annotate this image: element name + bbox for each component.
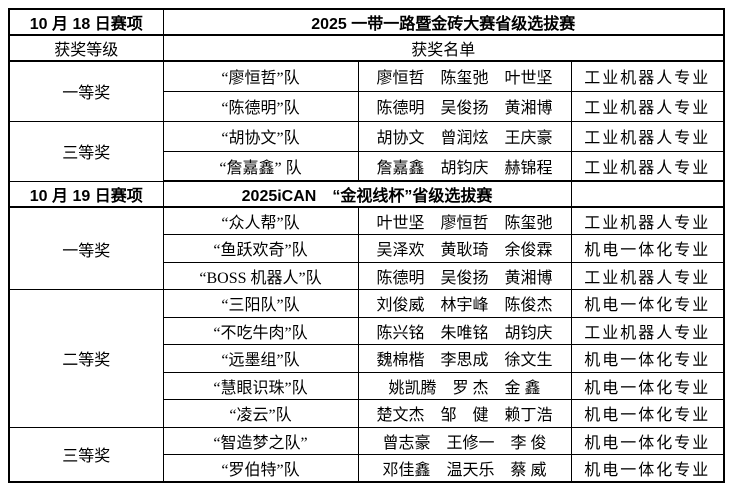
- awards-table: 10 月 18 日赛项 2025 一带一路暨金砖大赛省级选拔赛 获奖等级 获奖名…: [8, 8, 726, 483]
- team-name-cell: “陈德明”队: [162, 90, 359, 122]
- members-cell: 陈兴铭 朱唯铭 胡钧庆: [357, 316, 572, 345]
- major-cell: 工业机器人专业: [570, 90, 725, 122]
- members-cell: 廖恒哲 陈玺弛 叶世坚: [357, 60, 572, 92]
- table-row: “鱼跃欢奇”队 吴泽欢 黄耿琦 余俊霖 机电一体化专业: [9, 234, 725, 263]
- team-name-cell: “胡协文”队: [162, 120, 359, 152]
- table-row: “詹嘉鑫” 队 詹嘉鑫 胡钧庆 赫锦程 工业机器人专业: [9, 150, 725, 182]
- members-cell: 曾志豪 王修一 李 俊: [357, 426, 572, 455]
- empty-cell: [570, 180, 725, 208]
- table-row: “BOSS 机器人”队 陈德明 吴俊扬 黄湘博 工业机器人专业: [9, 261, 725, 290]
- team-name-cell: “远墨组”队: [162, 344, 359, 373]
- date-header-cell: 10 月 19 日赛项: [8, 180, 164, 208]
- major-cell: 工业机器人专业: [570, 261, 725, 290]
- team-name-cell: “廖恒哲”队: [162, 60, 359, 92]
- major-cell: 机电一体化专业: [570, 371, 725, 400]
- major-cell: 机电一体化专业: [570, 289, 725, 318]
- team-name-cell: “凌云”队: [162, 399, 359, 428]
- team-name-cell: “鱼跃欢奇”队: [162, 234, 359, 263]
- winner-list-header-cell: 获奖名单: [162, 34, 725, 62]
- table-row: “不吃牛肉”队 陈兴铭 朱唯铭 胡钧庆 工业机器人专业: [9, 316, 725, 345]
- table-row: “罗伯特”队 邓佳鑫 温天乐 蔡 威 机电一体化专业: [9, 454, 725, 483]
- table-row: 10 月 19 日赛项 2025iCAN “金视线杯”省级选拔赛: [8, 180, 725, 208]
- members-cell: 刘俊威 林宇峰 陈俊杰: [357, 289, 572, 318]
- members-cell: 胡协文 曾润炫 王庆豪: [357, 120, 572, 152]
- award-level-cell: 一等奖: [8, 60, 164, 122]
- team-name-cell: “不吃牛肉”队: [162, 316, 359, 345]
- award-level-cell: 三等奖: [8, 120, 164, 182]
- major-cell: 机电一体化专业: [570, 234, 725, 263]
- award-level-header-cell: 获奖等级: [8, 34, 164, 62]
- table-row: 10 月 18 日赛项 2025 一带一路暨金砖大赛省级选拔赛: [8, 8, 725, 36]
- team-name-cell: “众人帮”队: [162, 206, 359, 235]
- major-cell: 工业机器人专业: [570, 316, 725, 345]
- team-name-cell: “詹嘉鑫” 队: [162, 150, 359, 182]
- major-cell: 工业机器人专业: [570, 150, 725, 182]
- major-cell: 机电一体化专业: [570, 426, 725, 455]
- table-row: 获奖等级 获奖名单: [8, 34, 725, 62]
- table-row: “远墨组”队 魏棉楷 李思成 徐文生 机电一体化专业: [9, 344, 725, 373]
- members-cell: 詹嘉鑫 胡钧庆 赫锦程: [357, 150, 572, 182]
- major-cell: 机电一体化专业: [570, 399, 725, 428]
- members-cell: 魏棉楷 李思成 徐文生: [357, 344, 572, 373]
- major-cell: 机电一体化专业: [570, 344, 725, 373]
- major-cell: 机电一体化专业: [570, 454, 725, 483]
- members-cell: 陈德明 吴俊扬 黄湘博: [357, 261, 572, 290]
- award-level-cell: 三等奖: [8, 426, 164, 483]
- members-cell: 叶世坚 廖恒哲 陈玺弛: [357, 206, 572, 235]
- major-cell: 工业机器人专业: [570, 120, 725, 152]
- table-row: 二等奖 “三阳队”队 刘俊威 林宇峰 陈俊杰 机电一体化专业: [8, 289, 725, 428]
- table-row: 一等奖 “廖恒哲”队 廖恒哲 陈玺弛 叶世坚 工业机器人专业: [8, 60, 725, 122]
- members-cell: 姚凯腾 罗 杰 金 鑫: [357, 371, 572, 400]
- team-name-cell: “智造梦之队”: [162, 426, 359, 455]
- major-cell: 工业机器人专业: [570, 60, 725, 92]
- table-row: 三等奖 “胡协文”队 胡协文 曾润炫 王庆豪 工业机器人专业: [8, 120, 725, 182]
- members-cell: 楚文杰 邹 健 赖丁浩: [357, 399, 572, 428]
- competition-title-cell: 2025 一带一路暨金砖大赛省级选拔赛: [162, 8, 725, 36]
- competition-title-cell: 2025iCAN “金视线杯”省级选拔赛: [162, 180, 572, 208]
- award-level-cell: 二等奖: [8, 289, 164, 428]
- major-cell: 工业机器人专业: [570, 206, 725, 235]
- table-row: “慧眼识珠”队 姚凯腾 罗 杰 金 鑫 机电一体化专业: [9, 371, 725, 400]
- team-name-cell: “BOSS 机器人”队: [162, 261, 359, 290]
- date-header-cell: 10 月 18 日赛项: [8, 8, 164, 36]
- table-row: 三等奖 “智造梦之队” 曾志豪 王修一 李 俊 机电一体化专业: [8, 426, 725, 483]
- table-row: 一等奖 “众人帮”队 叶世坚 廖恒哲 陈玺弛 工业机器人专业: [8, 206, 725, 290]
- team-name-cell: “罗伯特”队: [162, 454, 359, 483]
- team-name-cell: “三阳队”队: [162, 289, 359, 318]
- members-cell: 吴泽欢 黄耿琦 余俊霖: [357, 234, 572, 263]
- members-cell: 陈德明 吴俊扬 黄湘博: [357, 90, 572, 122]
- members-cell: 邓佳鑫 温天乐 蔡 威: [357, 454, 572, 483]
- award-level-cell: 一等奖: [8, 206, 164, 290]
- team-name-cell: “慧眼识珠”队: [162, 371, 359, 400]
- table-row: “凌云”队 楚文杰 邹 健 赖丁浩 机电一体化专业: [9, 399, 725, 428]
- table-row: “陈德明”队 陈德明 吴俊扬 黄湘博 工业机器人专业: [9, 90, 725, 122]
